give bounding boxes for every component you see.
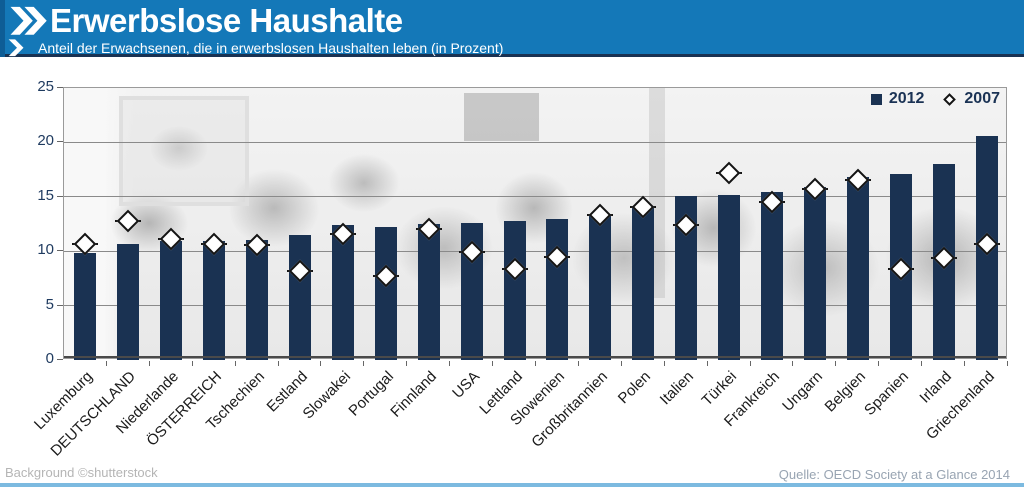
y-axis-label: 25 xyxy=(37,78,54,95)
page-title: Erwerbslose Haushalte xyxy=(50,2,403,39)
photo-window-shape xyxy=(119,96,249,206)
source-credit: Quelle: OECD Society at a Glance 2014 xyxy=(778,467,1010,482)
bar-2012 xyxy=(246,240,269,360)
legend-diamond-2007-icon xyxy=(943,92,957,106)
y-axis-tick xyxy=(57,141,63,143)
x-axis-tick xyxy=(706,361,708,366)
x-axis-tick xyxy=(964,361,966,366)
x-axis-tick xyxy=(792,361,794,366)
x-axis-tick xyxy=(577,361,579,366)
bar-2012 xyxy=(546,218,569,360)
x-axis-tick xyxy=(535,361,536,366)
background-credit: Background ©shutterstock xyxy=(5,465,158,480)
bar-2012 xyxy=(374,227,397,360)
x-axis-tick xyxy=(835,361,837,366)
x-axis-tick xyxy=(105,361,107,366)
bottom-accent-line xyxy=(0,483,1024,487)
legend-square-2012-icon xyxy=(870,93,882,105)
bar-2012 xyxy=(846,177,869,360)
y-axis-label: 15 xyxy=(37,186,54,204)
bar-2012 xyxy=(289,234,311,360)
bar-2012 xyxy=(160,241,183,360)
x-axis-tick xyxy=(363,361,365,366)
bar-2012 xyxy=(803,187,826,360)
y-axis-label: 0 xyxy=(45,350,54,367)
y-axis-label: 20 xyxy=(37,132,54,150)
bar-2012 xyxy=(74,253,97,360)
y-axis-label: 5 xyxy=(45,295,54,313)
x-axis-tick xyxy=(749,361,751,366)
bar-2012 xyxy=(761,192,783,360)
y-axis-tick xyxy=(57,87,63,88)
bar-2012 xyxy=(331,225,354,360)
header-bar: Erwerbslose Haushalte Anteil der Erwachs… xyxy=(0,0,1024,57)
x-axis-tick xyxy=(148,361,150,366)
x-axis-tick xyxy=(449,361,451,366)
x-axis-tick xyxy=(1007,361,1008,366)
gridline xyxy=(64,305,1006,307)
x-axis-tick xyxy=(320,361,322,366)
x-axis-tick xyxy=(878,361,880,366)
chart-legend: 2012 2007 xyxy=(870,90,1000,108)
x-axis-tick xyxy=(234,361,236,366)
bar-2012 xyxy=(589,215,612,360)
y-axis-tick xyxy=(57,304,63,306)
y-axis-tick xyxy=(57,195,63,197)
bar-2012 xyxy=(675,195,698,360)
bar-2012 xyxy=(503,220,526,360)
legend-label-2012: 2012 xyxy=(888,90,925,107)
photo-dark-window-shape xyxy=(464,93,539,141)
x-axis-line xyxy=(64,356,1006,358)
bar-2012 xyxy=(117,243,140,360)
x-axis-tick xyxy=(277,361,279,366)
legend-label-2007: 2007 xyxy=(964,90,1000,107)
plot-area xyxy=(63,87,1007,360)
x-axis-tick xyxy=(921,361,923,366)
oecd-double-chevron-icon xyxy=(7,5,53,57)
gridline xyxy=(64,196,1006,198)
y-axis-tick xyxy=(57,250,63,252)
x-axis-tick xyxy=(406,361,408,366)
x-axis-tick xyxy=(492,361,494,366)
page-subtitle: Anteil der Erwachsenen, die in erwerbslo… xyxy=(38,40,504,56)
header-edge-stripe xyxy=(0,0,5,57)
x-axis-tick xyxy=(663,361,665,366)
bar-2012 xyxy=(203,241,226,360)
gridline xyxy=(64,141,1006,143)
gridline xyxy=(64,250,1006,252)
y-axis-label: 10 xyxy=(37,241,54,259)
bar-2012 xyxy=(632,207,655,360)
x-axis-tick xyxy=(620,361,622,366)
x-axis-tick xyxy=(191,361,193,366)
bar-2012 xyxy=(417,224,440,360)
y-axis-tick xyxy=(57,359,63,360)
bar-2012 xyxy=(718,194,741,360)
